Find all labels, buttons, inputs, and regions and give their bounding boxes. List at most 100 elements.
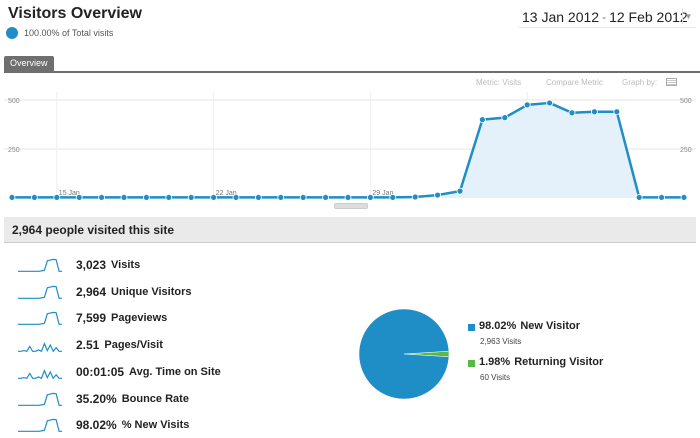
legend-label: Returning Visitor [514, 356, 604, 368]
data-point [658, 194, 665, 201]
data-point [322, 194, 330, 201]
data-point [478, 116, 486, 124]
y-tick-left: 250 [8, 147, 20, 154]
legend-percent: 1.98% Returning Visitor [479, 356, 604, 368]
tab-overview[interactable]: Overview [4, 56, 54, 71]
data-point [120, 194, 128, 201]
metric-label: % New Visits [121, 419, 190, 432]
metric-value: 2,964 [76, 284, 107, 299]
legend-count: 60 Visits [480, 373, 511, 382]
x-tick-label: 22 Jan [216, 190, 237, 197]
data-point [254, 194, 262, 201]
metric-value: 7,599 [76, 311, 107, 326]
sparkline-path [18, 418, 62, 433]
tab-divider [4, 71, 700, 73]
sparkline-path [18, 312, 62, 326]
data-point [680, 194, 688, 201]
segment-pie-icon [6, 27, 18, 39]
metric-value: 2.51 [76, 338, 100, 353]
summary-header: 2,964 people visited this site [4, 217, 696, 243]
page-title: Visitors Overview [8, 5, 142, 22]
data-point [568, 109, 576, 117]
legend-percent: 98.02% New Visitor [479, 320, 581, 332]
sparkline-icon [18, 342, 62, 353]
sparkline-icon [18, 258, 62, 272]
date-end: 12 Feb 2012 [609, 8, 688, 25]
metric-row[interactable]: 98.02% % New Visits [16, 414, 316, 436]
sparkline-icon [18, 368, 62, 380]
data-point [523, 101, 531, 109]
y-tick-right: 500 [680, 98, 692, 105]
data-point [98, 194, 105, 201]
metric-label: Bounce Rate [121, 392, 189, 405]
data-point [53, 194, 61, 201]
metric-value: 98.02% [76, 418, 117, 433]
sparkline-icon [18, 392, 62, 406]
data-point [501, 114, 509, 122]
metric-selector[interactable]: Metric: Visits [476, 78, 522, 87]
data-point [635, 194, 643, 201]
legend-swatch [468, 360, 475, 367]
sparkline-icon [18, 312, 62, 326]
graph-by-label: Graph by: [622, 78, 658, 87]
data-point [456, 187, 464, 195]
pie-svg [358, 308, 450, 400]
metric-row[interactable]: 2,964 Unique Visitors [16, 281, 316, 303]
pie-slice [358, 308, 450, 400]
x-tick-label: 15 Jan [59, 190, 80, 197]
data-point [366, 194, 374, 201]
metric-label: Pages/Visit [104, 339, 163, 352]
metric-row[interactable]: 7,599 Pageviews [16, 307, 316, 329]
data-point [75, 194, 83, 201]
chart-scroll-handle[interactable] [334, 203, 368, 209]
data-point [344, 194, 352, 201]
metric-label: Avg. Time on Site [129, 365, 221, 378]
data-point [187, 194, 195, 201]
legend-label: New Visitor [520, 320, 581, 332]
data-point [546, 99, 553, 107]
y-tick-right: 250 [680, 147, 692, 154]
data-point [210, 194, 218, 201]
metric-row[interactable]: 00:01:05 Avg. Time on Site [16, 361, 316, 383]
data-point [165, 194, 173, 201]
chevron-down-icon[interactable]: ▼ [682, 8, 694, 24]
sparkline-icon [18, 418, 62, 433]
data-point [389, 194, 397, 201]
series-area [12, 102, 684, 198]
metric-label: Visits [111, 259, 141, 271]
date-separator: - [602, 9, 607, 24]
sparkline-path [18, 392, 62, 406]
sparkline-path [18, 285, 62, 299]
data-point [613, 108, 621, 116]
metric-value: 35.20% [76, 391, 117, 406]
sparkline-path [18, 342, 62, 353]
data-point [30, 194, 38, 201]
sparkline-icon [18, 285, 62, 299]
data-point [277, 194, 285, 201]
legend-count: 2,963 Visits [480, 337, 522, 346]
data-point [8, 194, 16, 201]
data-point [411, 193, 419, 201]
date-start: 13 Jan 2012 [522, 8, 600, 25]
graph-by-icon[interactable] [666, 78, 677, 86]
segment-subtitle: 100.00% of Total visits [6, 26, 113, 40]
metric-row[interactable]: 2.51 Pages/Visit [16, 334, 316, 356]
metric-row[interactable]: 3,023 Visits [16, 254, 316, 276]
y-tick-left: 500 [8, 98, 20, 105]
compare-metric-selector[interactable]: Compare Metric [546, 78, 603, 87]
metric-value: 00:01:05 [76, 364, 125, 379]
metric-value: 3,023 [76, 258, 107, 272]
data-point [434, 191, 442, 199]
sparkline-path [18, 258, 62, 272]
visitor-type-pie-chart [356, 306, 452, 407]
date-range-picker[interactable]: 13 Jan 2012 - 12 Feb 2012 ▼ [518, 6, 696, 28]
legend-swatch [468, 324, 475, 331]
segment-subtitle-text: 100.00% of Total visits [24, 28, 114, 38]
metric-label: Unique Visitors [111, 285, 192, 298]
metric-label: Pageviews [111, 312, 168, 325]
data-point [142, 194, 150, 201]
metric-row[interactable]: 35.20% Bounce Rate [16, 388, 316, 410]
sparkline-path [18, 368, 62, 380]
